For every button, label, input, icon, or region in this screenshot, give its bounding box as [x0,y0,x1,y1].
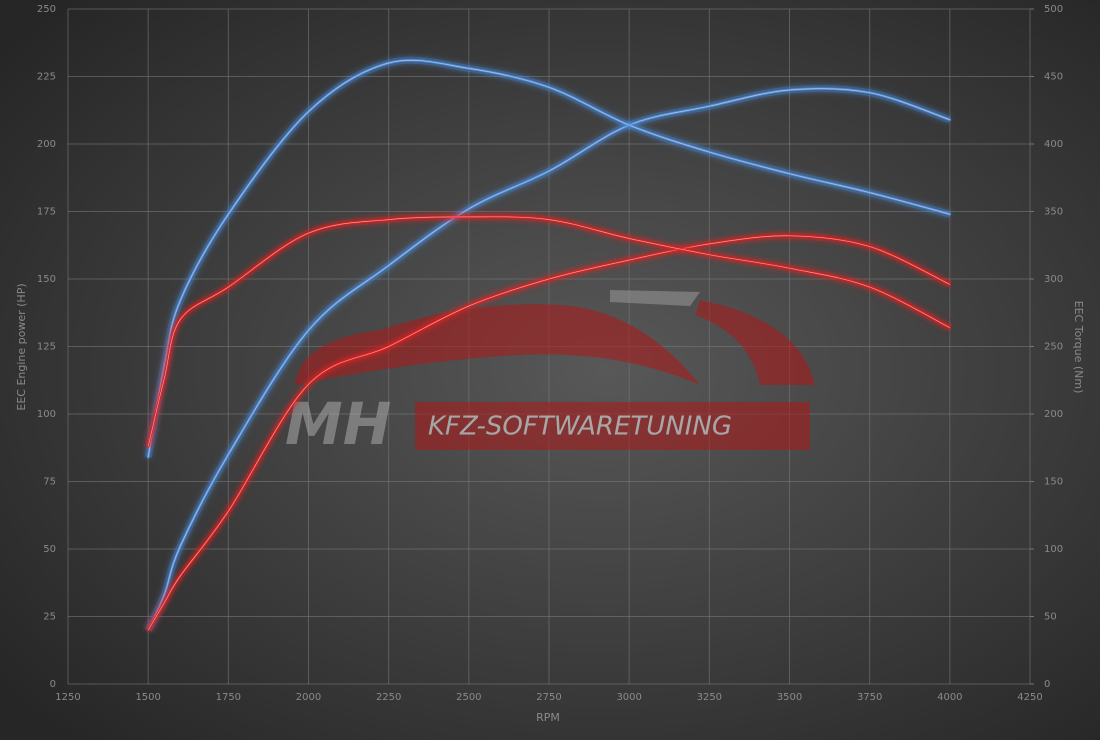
y-tick-label: 250 [37,4,56,15]
y2-tick-label: 400 [1044,139,1063,150]
y-tick-label: 225 [37,72,56,83]
y-tick-label: 100 [37,409,56,420]
y2-tick-label: 50 [1044,612,1057,623]
logo-bar [415,402,810,450]
logo-mark: MH [285,390,391,458]
y-tick-label: 25 [43,612,56,623]
y-axis-label: EEC Engine power (HP) [15,283,28,410]
y-tick-label: 0 [50,679,56,690]
series-core [147,88,950,631]
x-axis-label: RPM [536,711,560,724]
watermark: MH KFZ-SOFTWARETUNING [285,290,815,458]
y2-tick-label: 450 [1044,72,1063,83]
y-tick-label: 150 [37,274,56,285]
series-core [147,235,950,631]
x-tick-label: 1500 [135,692,160,703]
y2-tick-label: 150 [1044,477,1063,488]
series-core [147,59,950,458]
series-core [147,216,950,447]
y-tick-label: 175 [37,207,56,218]
x-tick-label: 2000 [296,692,321,703]
x-tick-label: 3500 [777,692,802,703]
y2-tick-label: 0 [1044,679,1050,690]
x-tick-label: 2250 [376,692,401,703]
y-tick-label: 125 [37,342,56,353]
logo-arc [610,290,700,306]
y2-tick-label: 300 [1044,274,1063,285]
y-tick-label: 75 [43,477,56,488]
y2-tick-label: 100 [1044,544,1063,555]
logo-text: KFZ-SOFTWARETUNING [428,412,732,442]
y2-axis-label: EEC Torque (Nm) [1072,301,1085,394]
y2-tick-label: 350 [1044,207,1063,218]
x-tick-label: 1250 [55,692,80,703]
x-tick-label: 3250 [697,692,722,703]
logo-car [295,304,700,385]
x-tick-label: 1750 [216,692,241,703]
x-tick-label: 4000 [937,692,962,703]
y-tick-label: 200 [37,139,56,150]
y2-tick-label: 200 [1044,409,1063,420]
y2-tick-label: 250 [1044,342,1063,353]
y-tick-label: 50 [43,544,56,555]
x-tick-label: 4250 [1017,692,1042,703]
y2-tick-label: 500 [1044,4,1063,15]
x-tick-label: 2500 [456,692,481,703]
x-tick-label: 3750 [857,692,882,703]
x-tick-label: 2750 [536,692,561,703]
x-tick-label: 3000 [616,692,641,703]
logo-arc [695,300,815,385]
